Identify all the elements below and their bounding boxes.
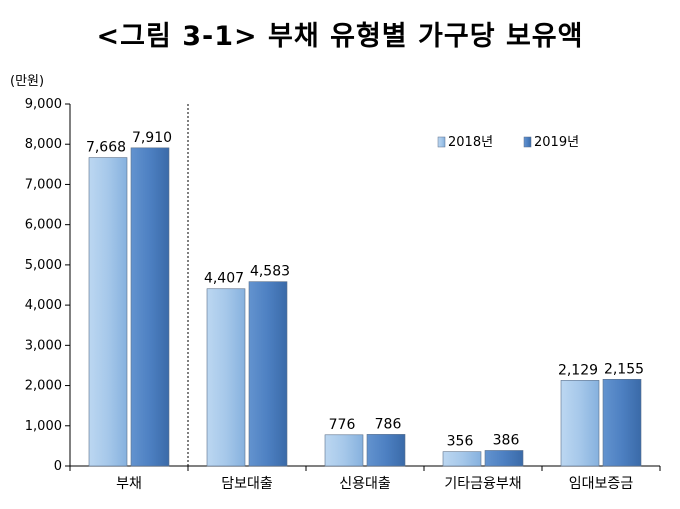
x-category-label: 담보대출: [221, 476, 273, 492]
y-tick-label: 8,000: [25, 137, 62, 152]
data-label: 786: [375, 416, 402, 432]
bar-2018년-0: [88, 157, 128, 467]
y-axis-unit-label: (만원): [10, 74, 45, 89]
legend-label: 2018년: [448, 135, 493, 150]
bar-2019년-4: [602, 379, 642, 467]
data-label: 386: [493, 432, 520, 448]
y-tick-label: 4,000: [25, 298, 62, 313]
y-tick-label: 6,000: [25, 218, 62, 233]
y-tick-label: 1,000: [25, 419, 62, 434]
data-label: 356: [447, 434, 474, 450]
data-label: 4,407: [204, 271, 244, 287]
data-label: 776: [329, 417, 356, 433]
y-tick-label: 9,000: [25, 97, 62, 112]
y-tick-label: 7,000: [25, 177, 62, 192]
data-label: 4,583: [250, 264, 290, 280]
data-label: 2,155: [604, 361, 644, 377]
x-category-label: 부채: [116, 476, 142, 492]
x-category-label: 기타금융부채: [444, 476, 521, 492]
data-label: 2,129: [558, 362, 598, 378]
bar-2018년-2: [324, 434, 364, 467]
y-tick-label: 3,000: [25, 338, 62, 353]
legend-swatch: [523, 136, 532, 148]
legend: 2018년 2019년: [437, 135, 579, 150]
x-category-label: 신용대출: [339, 476, 391, 492]
data-label: 7,910: [132, 130, 172, 146]
bar-2019년-0: [130, 147, 170, 467]
y-tick-label: 0: [54, 459, 62, 474]
bar-2018년-3: [442, 451, 482, 467]
chart-title: <그림 3-1> 부채 유형별 가구당 보유액: [96, 21, 584, 52]
legend-swatch: [437, 136, 446, 148]
bar-2018년-1: [206, 288, 246, 467]
y-tick-label: 2,000: [25, 379, 62, 394]
x-category-label: 임대보증금: [569, 476, 634, 492]
bar-2019년-2: [366, 434, 406, 467]
data-label: 7,668: [86, 140, 126, 156]
bar-2018년-4: [560, 380, 600, 467]
bar-2019년-3: [484, 450, 524, 467]
y-tick-label: 5,000: [25, 258, 62, 273]
bar-2019년-1: [248, 281, 288, 467]
legend-label: 2019년: [534, 135, 579, 150]
